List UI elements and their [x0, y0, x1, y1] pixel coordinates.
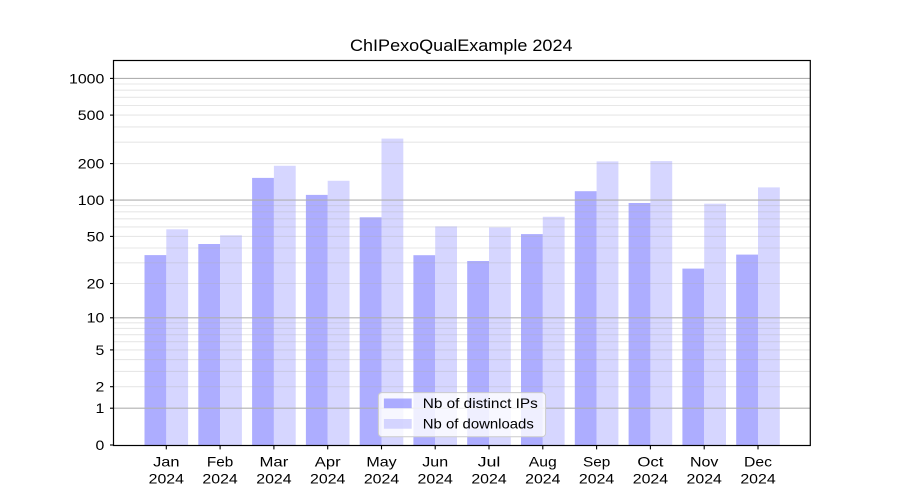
svg-text:Aug: Aug — [529, 454, 557, 470]
svg-text:2024: 2024 — [202, 470, 238, 486]
svg-text:Apr: Apr — [315, 454, 341, 470]
svg-text:2024: 2024 — [310, 470, 346, 486]
svg-text:May: May — [366, 454, 396, 470]
svg-text:100: 100 — [78, 192, 105, 208]
svg-text:5: 5 — [96, 342, 105, 358]
svg-text:2024: 2024 — [471, 470, 507, 486]
svg-text:ChIPexoQualExample 2024: ChIPexoQualExample 2024 — [350, 36, 573, 55]
svg-text:2024: 2024 — [740, 470, 776, 486]
svg-text:2024: 2024 — [418, 470, 454, 486]
svg-text:2024: 2024 — [633, 470, 669, 486]
svg-text:1: 1 — [96, 400, 105, 416]
svg-text:200: 200 — [78, 156, 105, 172]
svg-text:2: 2 — [96, 379, 105, 395]
svg-text:0: 0 — [96, 437, 105, 453]
svg-text:Nov: Nov — [690, 454, 718, 470]
svg-text:20: 20 — [87, 275, 105, 291]
svg-text:2024: 2024 — [579, 470, 615, 486]
svg-text:10: 10 — [87, 310, 105, 326]
svg-text:Jun: Jun — [422, 454, 448, 470]
svg-text:Oct: Oct — [637, 454, 663, 470]
svg-text:Dec: Dec — [744, 454, 772, 470]
svg-text:Sep: Sep — [583, 454, 610, 470]
svg-text:2024: 2024 — [687, 470, 723, 486]
svg-text:1000: 1000 — [69, 70, 105, 86]
svg-text:2024: 2024 — [525, 470, 561, 486]
svg-text:Feb: Feb — [207, 454, 234, 470]
svg-text:2024: 2024 — [149, 470, 185, 486]
svg-text:Nb of distinct IPs: Nb of distinct IPs — [423, 395, 538, 411]
svg-text:Mar: Mar — [260, 454, 289, 470]
svg-text:Nb of downloads: Nb of downloads — [423, 416, 534, 432]
svg-text:Jan: Jan — [153, 454, 179, 470]
svg-text:500: 500 — [78, 107, 105, 123]
svg-text:50: 50 — [87, 228, 105, 244]
svg-text:2024: 2024 — [364, 470, 400, 486]
svg-text:2024: 2024 — [256, 470, 292, 486]
svg-text:Jul: Jul — [478, 454, 501, 470]
